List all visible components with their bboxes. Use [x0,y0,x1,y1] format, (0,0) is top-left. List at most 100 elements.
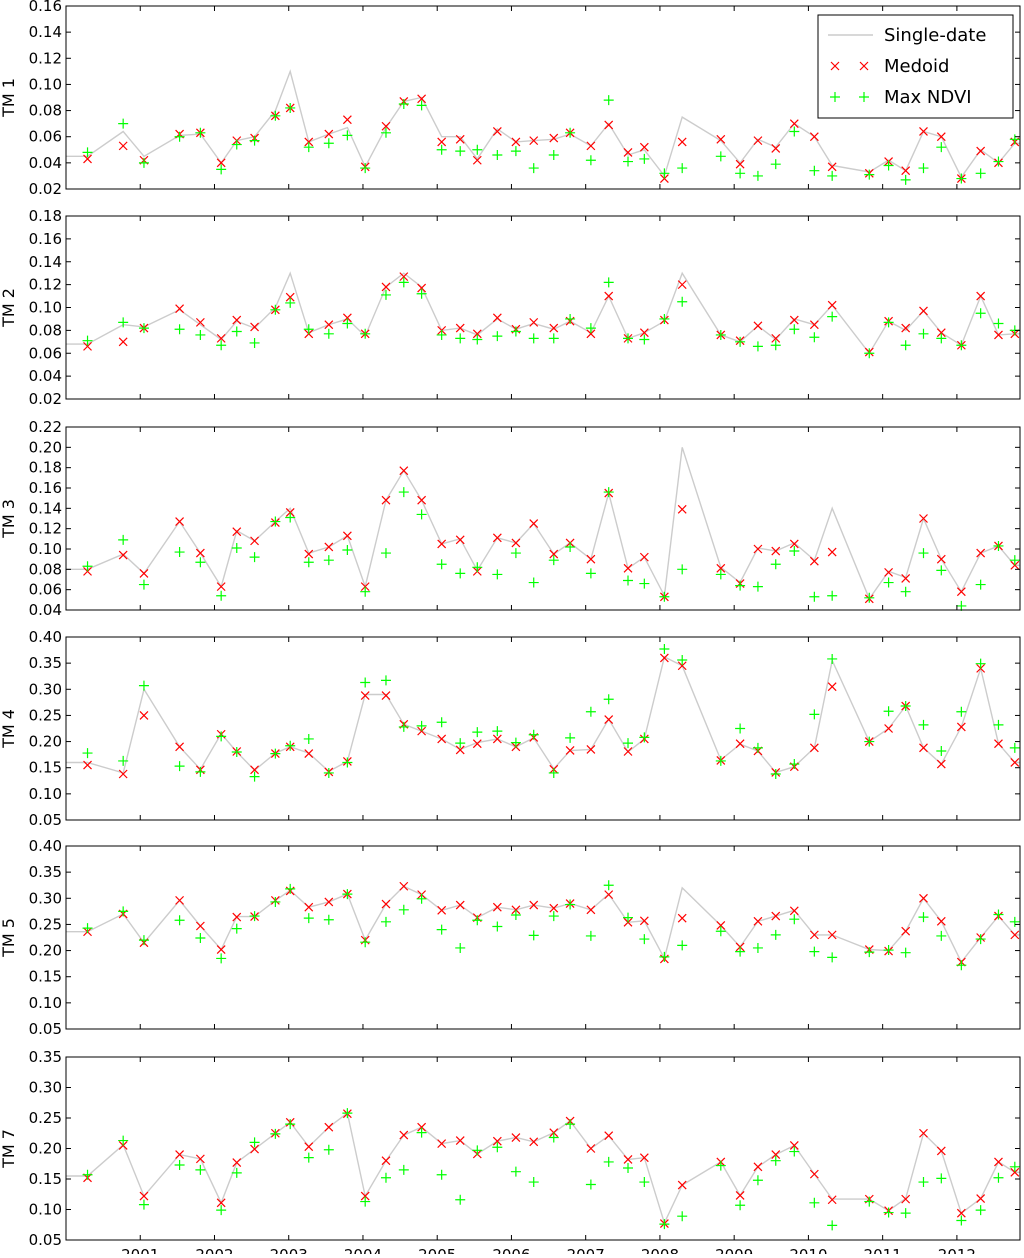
max-ndvi-marker [360,937,371,948]
y-tick-label: 0.15 [29,759,62,777]
max-ndvi-marker [455,1194,466,1205]
medoid-marker [399,1130,409,1140]
max-ndvi-marker [659,951,670,962]
max-ndvi-marker [715,755,726,766]
medoid-marker [399,466,409,476]
max-ndvi-marker [864,736,875,747]
max-ndvi-marker [380,289,391,300]
y-tick-label: 0.08 [29,102,62,120]
max-ndvi-marker [285,740,296,751]
max-ndvi-marker [416,509,427,520]
medoid-marker [994,1157,1003,1167]
max-ndvi-marker [138,323,149,334]
y-axis-label: TM 4 [0,709,18,749]
max-ndvi-marker [883,945,894,956]
medoid-marker [304,137,314,147]
medoid-marker [381,691,391,700]
max-ndvi-marker [82,1169,93,1180]
max-ndvi-marker [864,169,875,180]
max-ndvi-marker [416,288,427,299]
medoid-marker [324,542,334,552]
y-tick-label: 0.04 [29,154,62,172]
max-ndvi-marker [249,1137,260,1148]
y-tick-label: 0.12 [29,49,62,67]
y-tick-label: 0.40 [29,837,62,855]
max-ndvi-marker [416,1127,427,1138]
medoid-marker [118,337,128,347]
medoid-marker [936,759,946,769]
max-ndvi-marker [770,159,781,170]
medoid-marker [827,162,837,172]
medoid-marker [716,921,726,930]
medoid-marker [455,745,465,755]
max-ndvi-marker [677,564,688,575]
medoid-marker [976,548,986,558]
medoid-marker [936,328,946,338]
max-ndvi-marker [827,952,838,963]
panel-3: 0.04 0.06 0.08 0.10 0.12 0.14 0.16 0.18 0.20 0.22… [0,418,1021,619]
y-tick-label: 0.05 [29,1020,62,1038]
medoid-marker [437,137,447,147]
max-ndvi-marker [993,156,1004,167]
medoid-marker [549,903,559,913]
medoid-marker [771,1150,781,1160]
series-line-single-date [66,271,1020,355]
max-ndvi-marker [770,929,781,940]
medoid-marker [604,890,614,900]
y-tick-label: 0.18 [29,459,62,477]
panel-2: 0.02 0.04 0.06 0.08 0.10 0.12 0.14 0.16 0.18 TM 2 [0,207,1021,408]
max-ndvi-marker [565,541,576,552]
medoid-marker [417,495,427,505]
max-ndvi-marker [993,1172,1004,1183]
y-tick-label: 0.06 [29,581,62,599]
medoid-marker [492,902,502,912]
medoid-marker [175,895,185,905]
y-tick-label: 0.16 [29,0,62,15]
max-ndvi-marker [510,737,521,748]
max-ndvi-marker [360,677,371,688]
max-ndvi-marker [752,581,763,592]
medoid-marker [304,749,314,759]
max-ndvi-marker [936,565,947,576]
medoid-marker [956,587,966,597]
y-tick-label: 0.14 [29,253,62,271]
max-ndvi-marker [659,591,670,602]
y-tick-label: 0.15 [29,968,62,986]
medoid-marker [639,916,649,926]
max-ndvi-marker [455,738,466,749]
max-ndvi-marker [548,911,559,922]
max-ndvi-marker [639,334,650,345]
max-ndvi-marker [936,333,947,344]
max-ndvi-marker [827,653,838,664]
max-ndvi-marker [510,146,521,157]
max-ndvi-marker [585,706,596,717]
max-ndvi-marker [510,910,521,921]
max-ndvi-marker [118,118,129,129]
medoid-marker [511,137,521,147]
y-tick-label: 0.35 [29,1048,62,1066]
medoid-marker [360,691,370,700]
max-ndvi-marker [249,135,260,146]
max-ndvi-marker [231,923,242,934]
medoid-marker [549,133,559,143]
max-ndvi-marker [528,333,539,344]
y-axis-label: TM 2 [0,288,18,328]
medoid-marker [232,1158,242,1167]
max-ndvi-marker [659,168,670,179]
medoid-marker [399,272,409,282]
max-ndvi-marker [918,719,929,730]
medoid-marker [827,547,837,557]
max-ndvi-marker [956,960,967,971]
max-ndvi-marker [956,340,967,351]
y-tick-label: 0.10 [29,540,62,558]
medoid-marker [232,315,242,325]
y-tick-label: 0.10 [29,1201,62,1219]
medoid-marker [216,1198,226,1208]
max-ndvi-marker [285,1119,296,1130]
max-ndvi-marker [195,329,206,340]
medoid-marker [118,141,128,151]
y-axis-label: TM 3 [0,499,18,539]
medoid-marker [511,1133,521,1142]
max-ndvi-marker [174,1159,185,1170]
